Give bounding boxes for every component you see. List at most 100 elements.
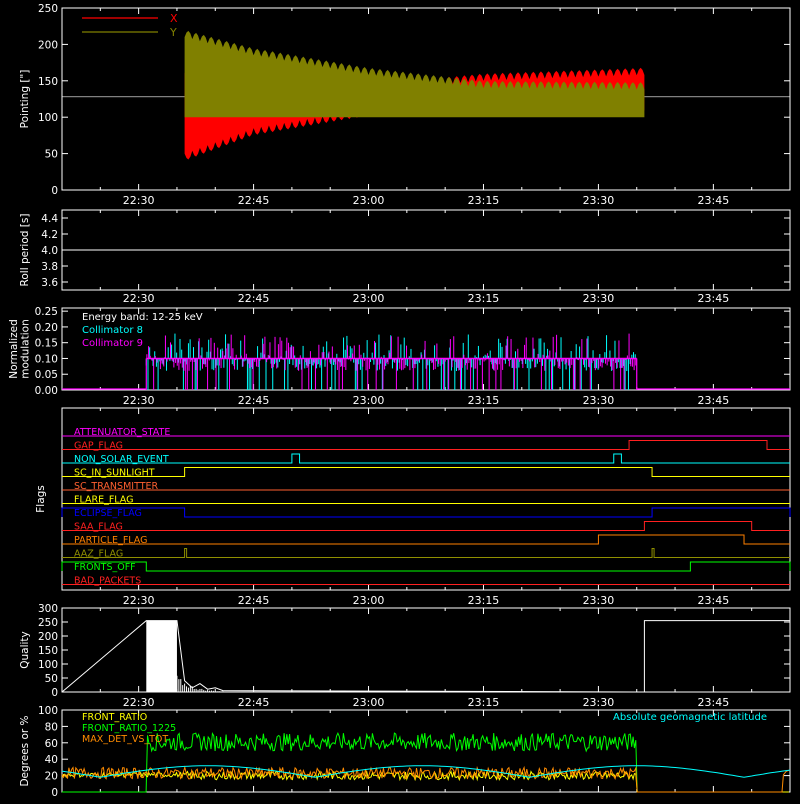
panel-2-x-tick-label: 22:30 bbox=[123, 394, 155, 407]
panel-3-frame bbox=[61, 407, 791, 591]
panel-0-x-tick-label: 22:45 bbox=[238, 194, 270, 207]
panel-4-y-tick-label: 250 bbox=[38, 617, 58, 629]
panel-1-y-tick-label: 3.6 bbox=[41, 277, 58, 289]
panel-2-y-tick-label: 0.15 bbox=[35, 338, 58, 350]
panel-5-y-tick-label: 100 bbox=[38, 705, 58, 717]
panel-4-y-tick-label: 150 bbox=[38, 645, 58, 657]
panel-4-ylabel: Quality bbox=[19, 631, 31, 669]
panel-2-x-tick-label: 22:45 bbox=[238, 394, 270, 407]
panel-1-x-tick-label: 22:45 bbox=[238, 292, 270, 305]
flag-label-aaz-flag: AAZ_FLAG bbox=[74, 549, 123, 560]
panel-3-ylabel: Flags bbox=[35, 485, 47, 513]
flag-trace-particle-flag bbox=[62, 534, 790, 545]
panel-2-y-tick-label: 0.00 bbox=[35, 385, 58, 397]
panel-4-x-tick-label: 23:15 bbox=[468, 696, 500, 709]
panel-0-y-tick-label: 100 bbox=[38, 112, 58, 124]
panel-1-y-tick-label: 3.8 bbox=[41, 261, 58, 273]
series-front-ratio bbox=[61, 770, 789, 793]
panel-4-y-tick-label: 100 bbox=[38, 659, 58, 671]
ylabel-line: modulation bbox=[19, 319, 31, 378]
flag-label-attenuator-state: ATTENUATOR_STATE bbox=[74, 427, 170, 438]
flag-trace-eclipse-flag bbox=[61, 507, 791, 518]
modulation-legend-c9: Collimator 9 bbox=[82, 338, 143, 349]
modulation-annotation: Energy band: 12-25 keV bbox=[82, 312, 203, 323]
panel-0-x-tick-label: 23:00 bbox=[353, 194, 385, 207]
legend-front-ratio-1225: FRONT_RATIO_1225 bbox=[82, 723, 176, 734]
flag-label-non-solar-event: NON_SOLAR_EVENT bbox=[74, 454, 169, 465]
ylabel-line: Normalized bbox=[8, 319, 20, 379]
series-geomagnetic-latitude bbox=[61, 765, 791, 778]
panel-1-x-tick-label: 23:00 bbox=[353, 292, 385, 305]
panel-5-y-tick-label: 60 bbox=[45, 738, 58, 750]
panel-0-y-tick-label: 0 bbox=[51, 185, 58, 197]
panel-3-x-tick-label: 23:00 bbox=[353, 594, 385, 607]
panel-0-frame bbox=[61, 7, 791, 191]
series-front-ratio-1225 bbox=[62, 731, 789, 793]
panel-4-y-tick-label: 50 bbox=[45, 673, 58, 685]
panel-2-x-tick-label: 23:00 bbox=[353, 394, 385, 407]
panel-1-x-tick-label: 23:45 bbox=[698, 292, 730, 305]
panel-2-y-tick-label: 0.25 bbox=[35, 306, 58, 318]
panel-5-y-tick-label: 0 bbox=[51, 787, 58, 799]
flag-label-particle-flag: PARTICLE_FLAG bbox=[74, 535, 147, 546]
panel-1-x-tick-label: 23:15 bbox=[468, 292, 500, 305]
panel-3-x-tick-label: 22:30 bbox=[123, 594, 155, 607]
panel-0-x-tick-label: 23:15 bbox=[468, 194, 500, 207]
flag-label-bad-packets: BAD_PACKETS bbox=[74, 576, 141, 587]
panel-0-y-tick-label: 150 bbox=[38, 76, 58, 88]
panel-4-x-tick-label: 22:45 bbox=[238, 696, 270, 709]
panel-4-y-tick-label: 200 bbox=[38, 631, 58, 643]
panel-2-x-tick-label: 23:45 bbox=[698, 394, 730, 407]
panel-2-y-tick-label: 0.05 bbox=[35, 369, 58, 381]
panel-1-y-tick-label: 4.4 bbox=[41, 213, 58, 225]
panel-4-x-tick-label: 23:45 bbox=[698, 696, 730, 709]
panel-3-x-tick-label: 23:30 bbox=[583, 594, 615, 607]
flag-trace-non-solar-event bbox=[62, 453, 790, 464]
panel-5-y-tick-label: 20 bbox=[45, 771, 58, 783]
flag-trace-aaz-flag bbox=[62, 548, 790, 558]
panel-5-ylabel: Degrees or % bbox=[19, 715, 31, 786]
panel-0-ylabel: Pointing ["] bbox=[19, 70, 31, 129]
flag-label-sc-in-sunlight: SC_IN_SUNLIGHT bbox=[74, 468, 155, 479]
panel-4-y-tick-label: 300 bbox=[38, 603, 58, 615]
panel-1-y-tick-label: 4.0 bbox=[41, 245, 58, 257]
panel-2-x-tick-label: 23:30 bbox=[583, 394, 615, 407]
panel-5-frame bbox=[61, 709, 791, 793]
flag-trace-sc-in-sunlight bbox=[62, 467, 790, 477]
panel-0-x-tick-label: 23:30 bbox=[583, 194, 615, 207]
panel-1-y-tick-label: 4.2 bbox=[41, 229, 58, 241]
legend-geomagnetic-latitude: Absolute geomagnetic latitude bbox=[613, 712, 767, 723]
panel-1-x-tick-label: 22:30 bbox=[123, 292, 155, 305]
flag-trace-saa-flag bbox=[62, 521, 790, 531]
panel-4-y-tick-label: 0 bbox=[51, 687, 58, 699]
modulation-legend-c8: Collimator 8 bbox=[82, 325, 143, 336]
flag-trace-fronts-off bbox=[61, 561, 791, 572]
flag-label-fronts-off: FRONTS_OFF bbox=[74, 562, 136, 573]
panel-4-x-tick-label: 23:30 bbox=[583, 696, 615, 709]
flag-label-eclipse-flag: ECLIPSE_FLAG bbox=[74, 508, 142, 519]
panel-1-x-tick-label: 23:30 bbox=[583, 292, 615, 305]
panel-2-frame bbox=[61, 307, 791, 391]
panel-0-y-tick-label: 200 bbox=[38, 39, 58, 51]
legend-label-x: X bbox=[170, 12, 178, 25]
panel-5-y-tick-label: 80 bbox=[45, 721, 58, 733]
panel-0-x-tick-label: 23:45 bbox=[698, 194, 730, 207]
pointing-band-y bbox=[184, 30, 645, 118]
panel-2-x-tick-label: 23:15 bbox=[468, 394, 500, 407]
legend-max-det-vs-tot: MAX_DET_VS_TOT bbox=[82, 734, 168, 745]
panel-3-x-tick-label: 23:15 bbox=[468, 594, 500, 607]
panel-2-y-tick-label: 0.20 bbox=[35, 322, 58, 334]
panel-3-x-tick-label: 22:45 bbox=[238, 594, 270, 607]
panel-3-x-tick-label: 23:45 bbox=[698, 594, 730, 607]
flag-label-saa-flag: SAA_FLAG bbox=[74, 522, 123, 533]
flag-label-flare-flag: FLARE_FLAG bbox=[74, 495, 134, 506]
panel-1-ylabel: Roll period [s] bbox=[19, 214, 31, 287]
panel-2-y-tick-label: 0.10 bbox=[35, 353, 58, 365]
panel-2-ylabel: Normalizedmodulation bbox=[8, 319, 32, 379]
panel-0-y-tick-label: 50 bbox=[45, 149, 58, 161]
flag-label-gap-flag: GAP_FLAG bbox=[74, 441, 123, 452]
legend-label-y: Y bbox=[169, 26, 177, 39]
panel-0-x-tick-label: 22:30 bbox=[123, 194, 155, 207]
panel-0-y-tick-label: 250 bbox=[38, 3, 58, 15]
